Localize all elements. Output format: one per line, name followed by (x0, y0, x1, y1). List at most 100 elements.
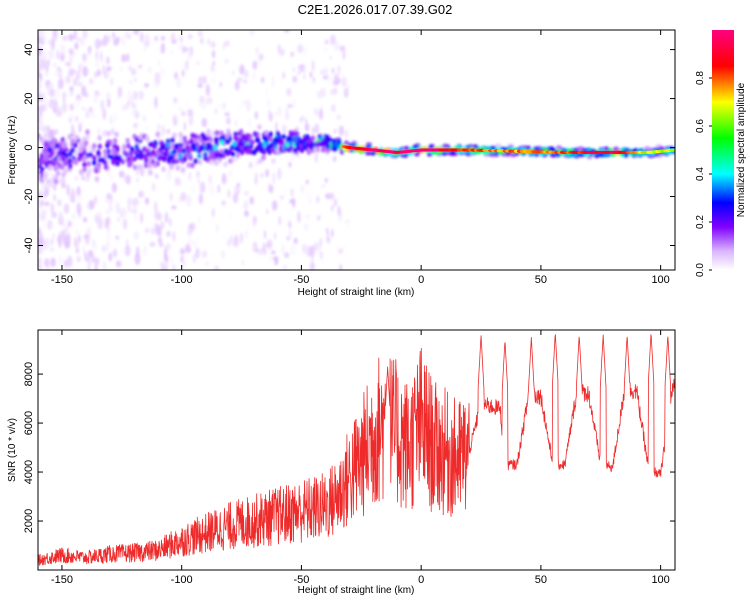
spectrum-ridge-blob (82, 154, 88, 161)
spectrum-noise-blob (290, 51, 295, 57)
spectrum-noise-blob (334, 40, 339, 51)
spectrum-noise-blob (333, 156, 337, 162)
spectrum-noise-blob (144, 197, 150, 205)
spectrum-ridge-blob (306, 142, 312, 148)
spectrum-noise-blob (154, 96, 158, 109)
spectrum-noise-blob (286, 183, 292, 191)
spectrum-ridge-blob (257, 124, 262, 130)
spectrum-noise-blob (121, 54, 127, 63)
spectrum-ridge-blob (296, 145, 301, 151)
spectrum-noise-blob (248, 161, 253, 169)
spectrum-noise-blob (271, 250, 276, 255)
spectrum-noise-blob (126, 238, 129, 251)
spectrum-noise-blob (120, 66, 123, 73)
spectrum-noise-blob (77, 235, 81, 243)
spectrum-ridge-blob (175, 165, 180, 171)
x-tick-label: -100 (171, 574, 193, 586)
spectrum-noise-blob (94, 195, 97, 205)
snr-y-axis-title: SNR (10 * v/v) (7, 418, 18, 482)
spectrum-noise-blob (340, 244, 347, 251)
spectrum-noise-blob (124, 31, 130, 38)
spectrum-ridge-blob (364, 151, 371, 156)
spectrum-ridge-blob (134, 143, 140, 150)
spectrum-noise-blob (329, 55, 333, 61)
spectrum-noise-blob (99, 39, 105, 47)
x-tick-label: -50 (293, 274, 309, 286)
spectrum-noise-blob (38, 216, 42, 222)
spectrum-ridge-blob (350, 142, 356, 147)
spectrum-ridge-blob (143, 153, 149, 159)
spectrum-ridge-blob (258, 158, 263, 164)
spectrum-ridge-blob (161, 166, 166, 172)
spectrum-noise-blob (233, 192, 238, 204)
spectrum-noise-blob (63, 203, 70, 214)
spectrum-ridge-blob (106, 148, 111, 155)
spectrum-ridge-blob (245, 133, 251, 139)
spectrum-noise-blob (249, 196, 254, 205)
spectrum-ridge-blob (193, 138, 198, 144)
spectrum-ridge-blob (213, 136, 219, 143)
spectrum-ridge-blob (243, 137, 249, 143)
spectrum-noise-blob (298, 64, 302, 70)
spectrum-ridge-blob (185, 145, 190, 151)
spectrum-noise-blob (234, 80, 240, 91)
spectrum-ridge-blob (258, 141, 263, 148)
spectrum-ridge-blob (158, 154, 164, 161)
spectrum-ridge-blob (525, 145, 532, 150)
spectrum-ridge-blob (275, 148, 280, 154)
spectrum-noise-blob (330, 35, 333, 46)
spectrum-noise-blob (56, 86, 60, 99)
spectrum-noise-blob (38, 46, 42, 57)
spectrum-noise-blob (102, 260, 106, 270)
spectrum-noise-blob (279, 195, 284, 200)
spectrum-noise-blob (87, 250, 94, 258)
spectrogram-y-axis-title: Frequency (Hz) (7, 116, 18, 185)
spectrum-noise-blob (221, 173, 227, 185)
spectrum-ridge-blob (504, 152, 511, 157)
spectrum-ridge-blob (402, 153, 409, 158)
spectrum-ridge-blob (169, 164, 174, 170)
spectrum-ridge-blob (114, 131, 119, 138)
spectrum-noise-blob (107, 35, 111, 43)
spectrum-ridge-blob (106, 153, 112, 160)
spectrum-ridge-blob (261, 154, 266, 161)
spectrum-noise-blob (48, 98, 55, 109)
spectrum-ridge-blob (92, 155, 97, 161)
spectrum-noise-blob (87, 262, 91, 270)
colorbar: 0.0 0.2 0.4 0.6 0.8 Normalized spectral ampl… (695, 30, 747, 277)
spectrum-noise-blob (111, 182, 117, 193)
spectrum-noise-blob (242, 99, 249, 105)
spectrum-noise-blob (89, 157, 92, 162)
spectrum-noise-blob (106, 193, 112, 200)
spectrum-noise-blob (284, 252, 290, 259)
spectrum-noise-blob (155, 166, 159, 174)
spectrum-noise-blob (161, 124, 165, 137)
spectrum-ridge-blob (236, 147, 241, 153)
spectrum-ridge-blob (117, 156, 123, 162)
spectrum-noise-blob (289, 243, 296, 256)
spectrum-noise-blob (170, 256, 173, 264)
spectrum-noise-blob (309, 185, 315, 195)
spectrum-noise-blob (315, 152, 318, 163)
spectrum-noise-blob (184, 61, 189, 70)
spectrum-noise-blob (158, 60, 160, 67)
spectrum-ridge-blob (149, 141, 155, 148)
spectrum-ridge-blob (160, 144, 165, 151)
spectrum-noise-blob (209, 252, 216, 260)
spectrum-noise-blob (144, 227, 150, 234)
spectrum-noise-blob (272, 172, 276, 185)
x-tick-label: 0 (418, 574, 424, 586)
spectrum-noise-blob (313, 108, 319, 117)
spectrum-noise-blob (107, 98, 111, 108)
spectrum-ridge-blob (218, 152, 224, 159)
spectrum-ridge-blob (166, 128, 171, 135)
spectrum-ridge-blob (336, 139, 342, 145)
spectrum-noise-blob (249, 30, 256, 36)
spectrum-noise-blob (87, 45, 92, 54)
spectrum-ridge-blob (494, 143, 501, 148)
spectrum-ridge-blob (78, 146, 83, 153)
spectrum-ridge-blob (548, 146, 555, 151)
spectrum-noise-blob (70, 187, 76, 200)
spectrum-noise-blob (76, 84, 79, 93)
x-tick-label: 100 (651, 574, 669, 586)
